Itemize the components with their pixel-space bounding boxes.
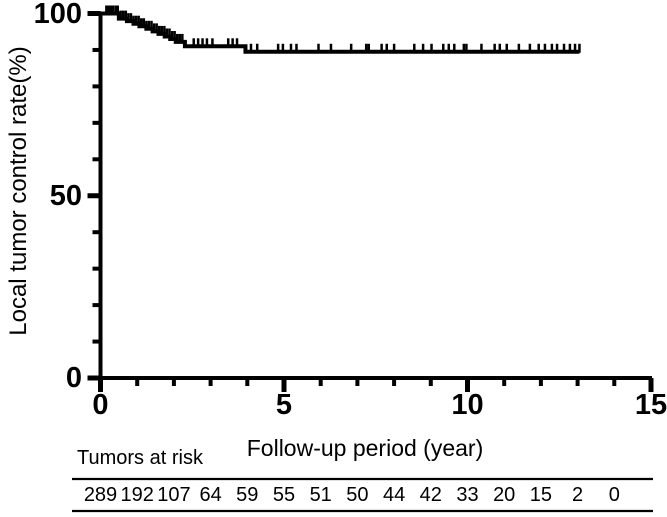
risk-count: 55 xyxy=(272,484,296,506)
x-tick-label: 5 xyxy=(275,389,293,421)
risk-count: 33 xyxy=(456,484,479,506)
x-axis-title: Follow-up period (year) xyxy=(246,435,484,461)
risk-count: 64 xyxy=(199,484,222,506)
risk-count: 289 xyxy=(83,484,118,506)
risk-count: 20 xyxy=(493,484,516,506)
risk-count: 42 xyxy=(419,484,442,506)
risk-count: 0 xyxy=(608,484,620,506)
risk-table-title: Tumors at risk xyxy=(77,447,203,469)
risk-count: 2 xyxy=(572,484,584,506)
y-tick-label: 100 xyxy=(33,0,82,30)
x-tick-label: 0 xyxy=(92,389,109,421)
x-tick-label: 15 xyxy=(634,389,667,421)
risk-count: 44 xyxy=(382,484,406,506)
risk-count: 51 xyxy=(309,484,332,506)
risk-count: 15 xyxy=(529,484,553,506)
x-tick-label: 10 xyxy=(451,389,484,421)
y-tick-label: 0 xyxy=(65,362,82,394)
risk-count: 50 xyxy=(346,484,369,506)
risk-count: 107 xyxy=(157,484,191,506)
y-tick-label: 50 xyxy=(49,179,82,212)
risk-count: 192 xyxy=(120,484,154,506)
risk-count: 59 xyxy=(236,484,259,506)
